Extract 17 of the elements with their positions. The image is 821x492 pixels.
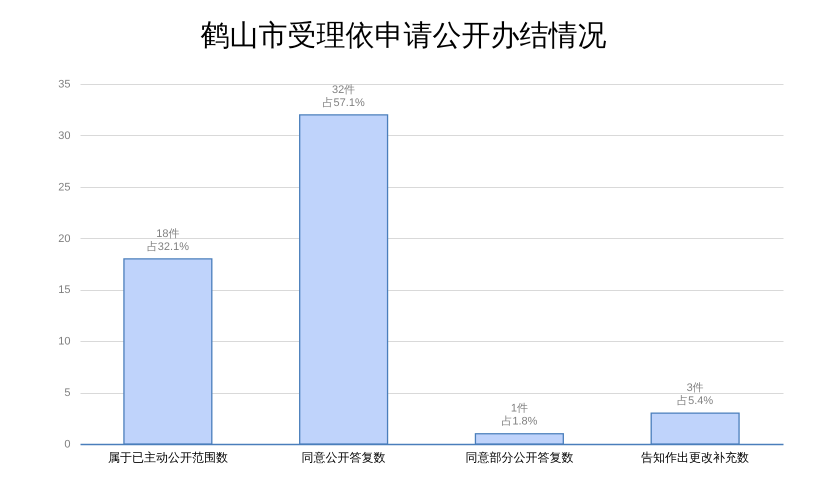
- y-tick-label: 20: [58, 232, 70, 245]
- x-tick-label: 告知作出更改补充数: [641, 450, 750, 464]
- data-label: 32件占57.1%: [322, 84, 365, 109]
- y-tick-label: 10: [58, 336, 70, 348]
- data-label: 18件占32.1%: [146, 228, 190, 253]
- chart-title: 鹤山市受理依申请公开办结情况: [200, 20, 606, 52]
- y-tick-label: 35: [58, 78, 70, 90]
- data-label: 3件占5.4%: [677, 382, 714, 408]
- data-label: 1件占1.8%: [501, 402, 538, 428]
- x-tick-label: 同意部分公开答复数: [465, 450, 574, 464]
- y-tick-label: 15: [58, 284, 70, 296]
- x-tick-label: 同意公开答复数: [302, 450, 386, 464]
- x-tick-label: 属于已主动公开范围数: [108, 450, 228, 464]
- y-tick-label: 25: [58, 181, 70, 194]
- y-tick-label: 0: [64, 438, 70, 450]
- y-tick-label: 30: [58, 130, 70, 142]
- y-tick-label: 5: [64, 387, 70, 400]
